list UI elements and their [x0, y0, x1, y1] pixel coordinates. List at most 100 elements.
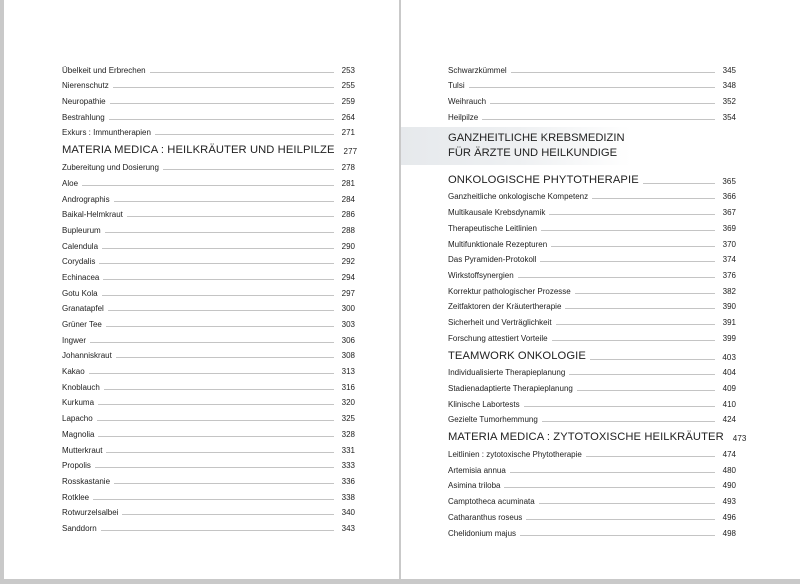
toc-entry[interactable]: Bupleurum 288: [62, 219, 355, 235]
toc-entry-label: Rosskastanie: [62, 476, 111, 486]
toc-entry[interactable]: Kakao 313: [62, 360, 355, 376]
toc-entry[interactable]: Sanddorn 343: [62, 517, 355, 533]
toc-entry[interactable]: Corydalis 292: [62, 251, 355, 267]
toc-entry[interactable]: Das Pyramiden-Protokoll 374: [448, 249, 736, 265]
leader-line: [90, 341, 334, 343]
leader-line: [576, 390, 715, 391]
leader-line: [112, 87, 334, 89]
toc-entry[interactable]: Calendula 290: [62, 235, 355, 251]
toc-section-heading[interactable]: TEAMWORK ONKOLOGIE 403: [448, 343, 736, 362]
leader-line: [82, 184, 334, 186]
toc-page-number: 292: [341, 257, 355, 267]
toc-entry[interactable]: Magnolia 328: [62, 423, 355, 439]
toc-entry[interactable]: Weihrauch 352: [448, 90, 736, 106]
toc-entry-label: Leitlinien : zytotoxische Phytotherapie: [448, 450, 582, 460]
toc-entry[interactable]: Bestrahlung 264: [62, 106, 355, 122]
toc-entry[interactable]: Gotu Kola 297: [62, 282, 355, 298]
toc-page-number: 294: [341, 272, 355, 282]
leader-line: [540, 261, 715, 263]
toc-page-number: 271: [341, 128, 355, 138]
toc-entry[interactable]: Multikausale Krebsdynamik 367: [448, 201, 736, 217]
toc-entry[interactable]: Klinische Labortests 410: [448, 393, 736, 409]
toc-entry[interactable]: Catharanthus roseus 496: [448, 506, 736, 522]
toc-entry[interactable]: Kurkuma 320: [62, 392, 355, 408]
leader-line: [504, 487, 715, 489]
toc-entry[interactable]: Knoblauch 316: [62, 376, 355, 392]
leader-line: [96, 420, 334, 422]
leader-line: [106, 451, 334, 453]
leader-line: [107, 310, 334, 312]
toc-page-number: 409: [722, 384, 736, 393]
toc-page-number: 382: [722, 286, 736, 296]
leader-line: [101, 294, 334, 296]
toc-entry[interactable]: Individualisierte Therapieplanung 404: [448, 362, 736, 378]
toc-section-heading[interactable]: MATERIA MEDICA : HEILKRÄUTER UND HEILPIL…: [62, 137, 357, 156]
toc-entry[interactable]: Forschung attestiert Vorteile 399: [448, 327, 736, 343]
toc-entry[interactable]: Sicherheit und Verträglichkeit 391: [448, 311, 736, 327]
toc-entry[interactable]: Ganzheitliche onkologische Kompetenz 366: [448, 186, 736, 201]
leader-line: [100, 529, 334, 531]
toc-entry[interactable]: Granatapfel 300: [62, 298, 355, 314]
toc-entry[interactable]: Mutterkraut 331: [62, 439, 355, 455]
leader-line: [549, 214, 715, 216]
toc-page-number: 320: [341, 398, 355, 408]
toc-page-number: 410: [722, 399, 736, 409]
toc-page-number: 255: [341, 81, 355, 91]
toc-entry[interactable]: Neuropathie 259: [62, 90, 355, 106]
toc-entry[interactable]: Aloe 281: [62, 172, 355, 188]
toc-entry[interactable]: Artemisia annua 480: [448, 459, 736, 475]
toc-entry-label: Catharanthus roseus: [448, 512, 523, 522]
toc-entry[interactable]: Exkurs : Immuntherapien 271: [62, 122, 355, 138]
toc-entry-label: Johanniskraut: [62, 351, 112, 361]
toc-entry[interactable]: Korrektur pathologischer Prozesse 382: [448, 280, 736, 296]
leader-line: [468, 87, 715, 89]
toc-section-heading[interactable]: ONKOLOGISCHE PHYTOTHERAPIE 365: [448, 167, 736, 186]
toc-entry[interactable]: Rosskastanie 336: [62, 470, 355, 486]
toc-entry-label: Schwarzkümmel: [448, 65, 507, 75]
toc-entry[interactable]: Lapacho 325: [62, 407, 355, 423]
toc-entry[interactable]: Heilpilze 354: [448, 106, 736, 122]
toc-page-number: 281: [341, 178, 355, 188]
toc-entry[interactable]: Schwarzkümmel 345: [448, 59, 736, 75]
toc-entry[interactable]: Rotwurzelsalbei 340: [62, 502, 355, 517]
toc-entry[interactable]: Baikal-Helmkraut 286: [62, 204, 355, 219]
toc-entry[interactable]: Nierenschutz 255: [62, 75, 355, 91]
toc-entry-label: Exkurs : Immuntherapien: [62, 128, 151, 138]
toc-entry[interactable]: Übelkeit und Erbrechen 253: [62, 59, 355, 75]
toc-entry[interactable]: Chelidonium majus 498: [448, 522, 736, 538]
toc-entry[interactable]: Therapeutische Leitlinien 369: [448, 217, 736, 233]
leader-line: [103, 278, 334, 280]
toc-entry[interactable]: Andrographis 284: [62, 188, 355, 204]
toc-entry[interactable]: Gezielte Tumorhemmung 424: [448, 409, 736, 424]
toc-page-number: 490: [722, 481, 736, 491]
toc-entry[interactable]: Multifunktionale Rezepturen 370: [448, 233, 736, 249]
toc-entry[interactable]: Asimina triloba 490: [448, 475, 736, 491]
toc-entry[interactable]: Camptotheca acuminata 493: [448, 490, 736, 506]
toc-entry-label: Kakao: [62, 367, 85, 377]
toc-entry[interactable]: Grüner Tee 303: [62, 313, 355, 329]
toc-section-heading[interactable]: MATERIA MEDICA : ZYTOTOXISCHE HEILKRÄUTE…: [448, 424, 746, 443]
toc-entry-label: Andrographis: [62, 194, 110, 204]
toc-entry[interactable]: Leitlinien : zytotoxische Phytotherapie 4…: [448, 443, 736, 459]
toc-entry[interactable]: Propolis 333: [62, 455, 355, 470]
toc-page-number: 300: [341, 304, 355, 314]
toc-entry[interactable]: Rotklee 338: [62, 486, 355, 502]
toc-page-number: 369: [722, 223, 736, 233]
toc-list-left: Übelkeit und Erbrechen 253 Nierenschutz 255…: [62, 59, 357, 533]
part-title-line: FÜR ÄRZTE UND HEILKUNDIGE: [448, 146, 618, 159]
toc-entry[interactable]: Ingwer 306: [62, 329, 355, 345]
toc-entry[interactable]: Tulsi 348: [448, 75, 736, 90]
toc-entry[interactable]: Johanniskraut 308: [62, 345, 355, 361]
toc-entry[interactable]: Stadienadaptierte Therapieplanung 409: [448, 377, 736, 393]
leader-line: [122, 514, 334, 516]
toc-entry[interactable]: Zeitfaktoren der Kräutertherapie 390: [448, 296, 736, 311]
toc-entry[interactable]: Echinacea 294: [62, 266, 355, 282]
toc-entry[interactable]: Zubereitung und Dosierung 278: [62, 156, 355, 172]
toc-page-number: 290: [341, 241, 355, 251]
toc-page-number: 404: [722, 368, 736, 378]
toc-entry-label: Das Pyramiden-Protokoll: [448, 255, 537, 265]
toc-page-number: 336: [341, 476, 355, 486]
toc-entry-label: Knoblauch: [62, 382, 100, 392]
toc-page-number: 493: [722, 497, 736, 507]
toc-entry[interactable]: Wirkstoffsynergien 376: [448, 264, 736, 280]
